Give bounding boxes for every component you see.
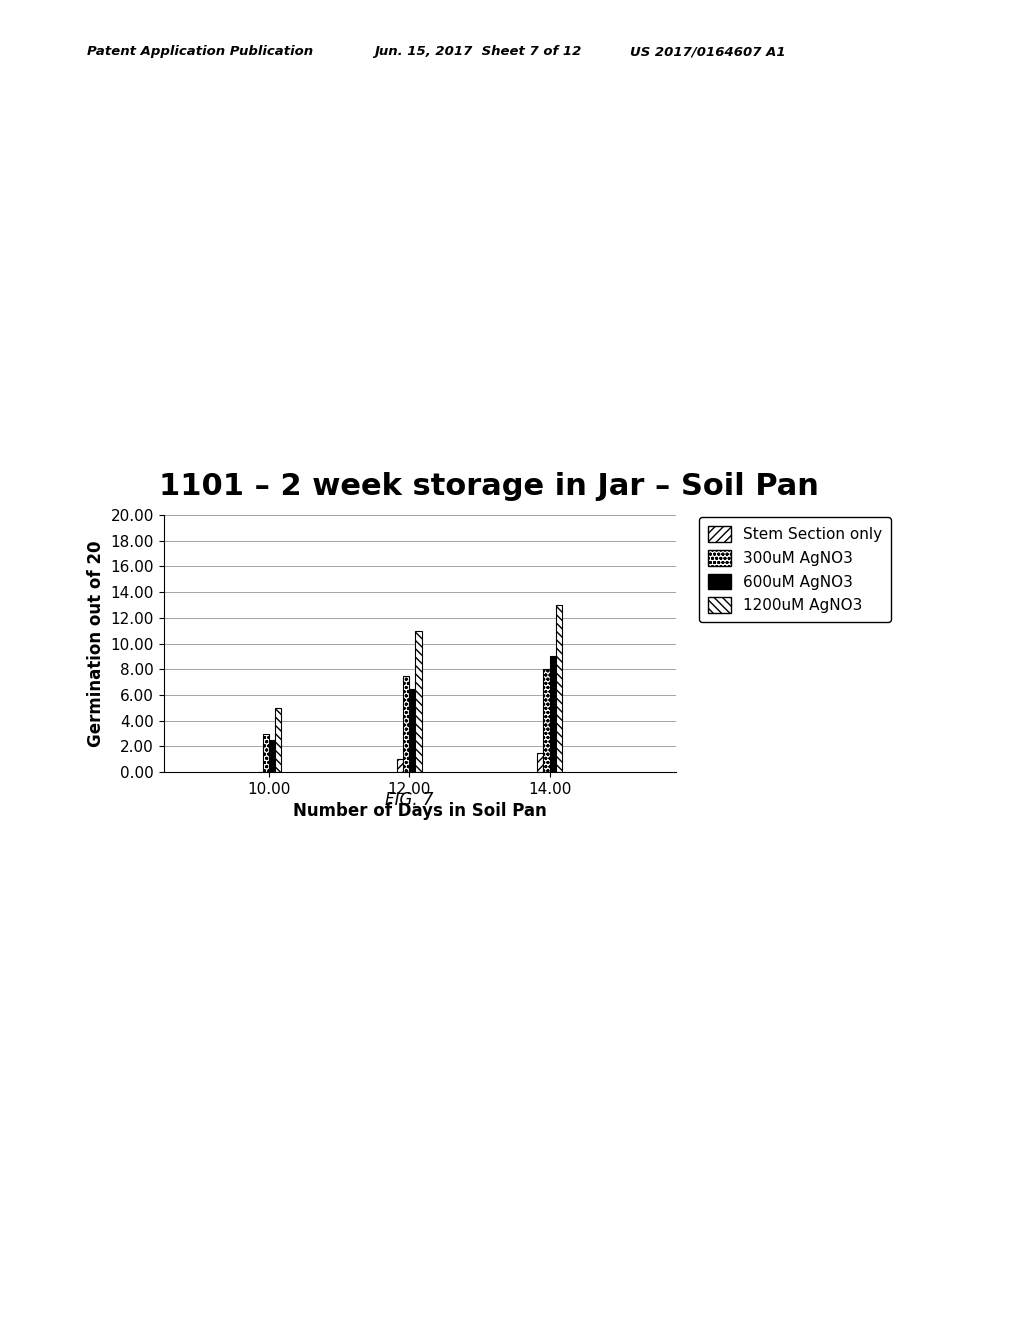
Text: US 2017/0164607 A1: US 2017/0164607 A1 xyxy=(630,45,785,58)
Bar xyxy=(410,689,416,772)
Y-axis label: Germination out of 20: Germination out of 20 xyxy=(87,540,105,747)
Bar xyxy=(263,734,269,772)
X-axis label: Number of Days in Soil Pan: Number of Days in Soil Pan xyxy=(293,803,547,821)
Bar xyxy=(275,708,282,772)
Text: FIG. 7: FIG. 7 xyxy=(385,791,434,809)
Bar xyxy=(403,676,410,772)
Bar xyxy=(544,669,550,772)
Text: 1101 – 2 week storage in Jar – Soil Pan: 1101 – 2 week storage in Jar – Soil Pan xyxy=(159,473,818,502)
Legend: Stem Section only, 300uM AgNO3, 600uM AgNO3, 1200uM AgNO3: Stem Section only, 300uM AgNO3, 600uM Ag… xyxy=(698,517,892,623)
Bar xyxy=(538,752,544,772)
Bar xyxy=(416,631,422,772)
Text: Jun. 15, 2017  Sheet 7 of 12: Jun. 15, 2017 Sheet 7 of 12 xyxy=(374,45,582,58)
Bar xyxy=(550,656,556,772)
Bar xyxy=(397,759,403,772)
Text: Patent Application Publication: Patent Application Publication xyxy=(87,45,313,58)
Bar xyxy=(269,741,275,772)
Bar xyxy=(556,605,562,772)
